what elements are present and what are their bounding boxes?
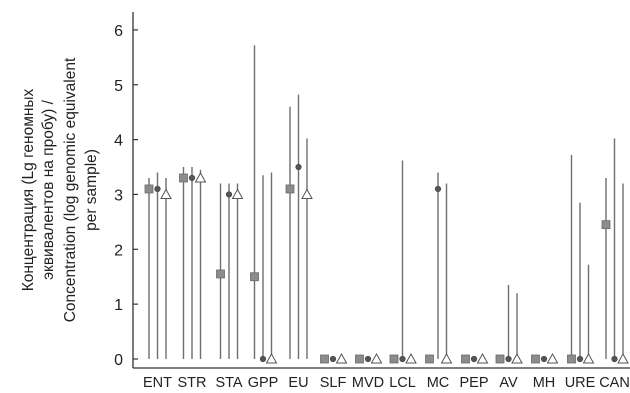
x-tick-label: STR bbox=[178, 375, 207, 391]
data-point-triangle bbox=[476, 352, 489, 364]
data-point-circle bbox=[259, 355, 267, 363]
y-axis-label: Концентрация (Lg геномных эквивалентов на… bbox=[20, 57, 100, 322]
data-point-square bbox=[389, 354, 399, 364]
data-point-circle bbox=[188, 174, 196, 182]
data-point-square bbox=[320, 354, 329, 364]
data-point-square bbox=[461, 354, 470, 364]
data-points bbox=[144, 163, 629, 364]
data-point-circle bbox=[434, 185, 442, 193]
data-point-circle bbox=[364, 355, 372, 363]
data-point-triangle bbox=[617, 352, 629, 364]
data-point-triangle bbox=[582, 352, 595, 364]
y-tick-label: 1 bbox=[114, 297, 123, 314]
data-point-square bbox=[531, 354, 540, 364]
data-point-triangle bbox=[370, 352, 383, 364]
x-tick-label: URE bbox=[565, 375, 596, 391]
data-point-circle bbox=[154, 185, 161, 193]
x-tick-label: AV bbox=[499, 375, 518, 391]
x-tick-label: GPP bbox=[248, 375, 279, 391]
data-point-square bbox=[425, 354, 434, 364]
data-point-circle bbox=[225, 191, 233, 198]
y-axis-label-line: per sample) bbox=[83, 149, 100, 231]
data-point-circle bbox=[329, 355, 337, 363]
x-tick-label: PEP bbox=[459, 375, 488, 391]
x-tick-label: MH bbox=[533, 375, 556, 391]
x-tick-label: EU bbox=[288, 375, 308, 391]
data-point-triangle bbox=[335, 352, 348, 364]
data-point-square bbox=[355, 354, 364, 364]
data-point-triangle bbox=[265, 352, 278, 364]
y-axis-label-line: эквивалентов на пробу) / bbox=[40, 99, 57, 279]
data-point-triangle bbox=[405, 352, 417, 364]
data-point-circle bbox=[576, 355, 584, 363]
data-point-square bbox=[216, 269, 225, 279]
y-tick-label: 2 bbox=[114, 242, 123, 259]
data-point-square bbox=[144, 184, 154, 194]
data-point-square bbox=[250, 272, 259, 282]
data-point-circle bbox=[470, 355, 478, 363]
y-tick-label: 4 bbox=[114, 133, 123, 150]
data-point-triangle bbox=[301, 188, 313, 199]
axes bbox=[132, 12, 630, 369]
x-tick-label: SLF bbox=[320, 375, 347, 391]
x-tick-label: LCL bbox=[389, 375, 416, 391]
data-point-circle bbox=[399, 355, 406, 363]
x-tick-label: CAN bbox=[599, 375, 630, 391]
y-tick-label: 0 bbox=[114, 352, 123, 369]
x-tick-labels: ENT STR STA GPP EU SLF MVD LCL MC PEP AV MH URE CAN bbox=[143, 375, 630, 391]
x-tick-label: MVD bbox=[352, 375, 384, 391]
data-point-circle bbox=[505, 355, 512, 363]
y-ticks: 0 1 2 3 4 5 6 bbox=[114, 23, 138, 369]
data-point-triangle bbox=[194, 171, 207, 183]
y-tick-label: 3 bbox=[114, 187, 123, 204]
x-tick-label: MC bbox=[427, 375, 450, 391]
data-point-circle bbox=[611, 355, 618, 363]
data-point-square bbox=[567, 354, 576, 364]
data-point-triangle bbox=[160, 188, 172, 199]
data-point-triangle bbox=[231, 188, 244, 199]
y-tick-label: 6 bbox=[114, 23, 123, 40]
y-tick-label: 5 bbox=[114, 78, 123, 95]
data-point-circle bbox=[295, 163, 302, 171]
y-axis-label-line: Концентрация (Lg геномных bbox=[20, 88, 37, 291]
data-point-triangle bbox=[440, 352, 453, 364]
data-point-triangle bbox=[511, 352, 523, 364]
y-axis-label-line: Concentration (log genomic equivalent bbox=[62, 57, 79, 322]
data-point-square bbox=[179, 173, 188, 183]
data-point-triangle bbox=[546, 352, 559, 364]
data-point-square bbox=[495, 354, 505, 364]
data-point-square bbox=[285, 184, 295, 194]
error-bars bbox=[148, 45, 624, 359]
x-tick-label: STA bbox=[215, 375, 242, 391]
x-tick-label: ENT bbox=[143, 375, 172, 391]
data-point-square bbox=[601, 220, 611, 230]
data-point-circle bbox=[540, 355, 548, 363]
